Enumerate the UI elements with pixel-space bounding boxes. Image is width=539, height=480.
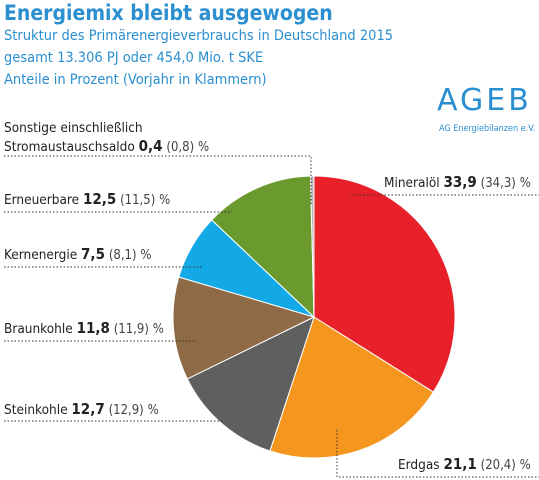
label-erneuerbare-name: Erneuerbare <box>4 192 80 208</box>
leader-line-1 <box>4 155 312 205</box>
label-braunkohle-unit: % <box>152 322 164 337</box>
label-mineraloel-prev: (34,3) <box>480 176 516 191</box>
label-braunkohle-value: 11,8 <box>76 319 110 337</box>
label-braunkohle-name: Braunkohle <box>4 321 73 337</box>
label-steinkohle-unit: % <box>147 403 159 418</box>
pie-slice-3 <box>186 316 315 452</box>
chart-total-line: gesamt 13.306 PJ oder 454,0 Mio. t SKE <box>4 50 264 66</box>
chart-note: Anteile in Prozent (Vorjahr in Klammern) <box>4 72 267 88</box>
chart-subtitle: Struktur des Primärenergieverbrauchs in … <box>4 28 394 44</box>
label-erneuerbare-unit: % <box>159 193 171 208</box>
ageb-logo: AGEB <box>437 83 532 118</box>
label-erdgas-value: 21,1 <box>443 455 477 473</box>
label-sonstige-unit: % <box>198 140 210 155</box>
label-mineraloel: Mineralöl 33,9 (34,3) % <box>384 173 531 193</box>
label-sonstige-prev: (0,8) <box>166 140 195 155</box>
ageb-logo-subtext: AG Energiebilanzen e.V. <box>439 124 536 134</box>
leader-line-7 <box>336 430 539 478</box>
label-steinkohle-value: 12,7 <box>71 400 105 418</box>
pie-slice-7 <box>309 175 315 318</box>
label-erdgas-name: Erdgas <box>398 457 440 473</box>
label-sonstige: Sonstige einschließlich Stromaustauschsa… <box>4 119 209 157</box>
label-sonstige-value: 0,4 <box>138 137 163 155</box>
label-kernenergie-name: Kernenergie <box>4 247 78 263</box>
label-braunkohle: Braunkohle 11,8 (11,9) % <box>4 319 164 339</box>
pie-slice-6 <box>211 175 315 319</box>
label-mineraloel-value: 33,9 <box>443 173 477 191</box>
label-mineraloel-name: Mineralöl <box>384 175 440 191</box>
label-mineraloel-unit: % <box>519 176 531 191</box>
pie-slice-2 <box>269 316 435 459</box>
label-erneuerbare: Erneuerbare 12,5 (11,5) % <box>4 190 170 210</box>
label-kernenergie-unit: % <box>140 248 152 263</box>
label-kernenergie-value: 7,5 <box>81 245 105 263</box>
label-erneuerbare-prev: (11,5) <box>120 193 156 208</box>
label-erdgas: Erdgas 21,1 (20,4) % <box>398 455 531 475</box>
label-erdgas-prev: (20,4) <box>480 458 516 473</box>
label-sonstige-line1: Sonstige einschließlich <box>4 120 143 136</box>
label-steinkohle-prev: (12,9) <box>108 403 144 418</box>
label-sonstige-name: Stromaustauschsaldo <box>4 139 135 155</box>
label-braunkohle-prev: (11,9) <box>113 322 149 337</box>
chart-title: Energiemix bleibt ausgewogen <box>4 1 333 25</box>
label-kernenergie: Kernenergie 7,5 (8,1) % <box>4 245 152 265</box>
label-erdgas-unit: % <box>519 458 531 473</box>
label-steinkohle: Steinkohle 12,7 (12,9) % <box>4 400 159 420</box>
pie-slice-4 <box>172 276 316 380</box>
label-erneuerbare-value: 12,5 <box>82 190 117 208</box>
label-kernenergie-prev: (8,1) <box>108 248 137 263</box>
label-steinkohle-name: Steinkohle <box>4 402 68 418</box>
pie-slice-1 <box>313 175 456 393</box>
